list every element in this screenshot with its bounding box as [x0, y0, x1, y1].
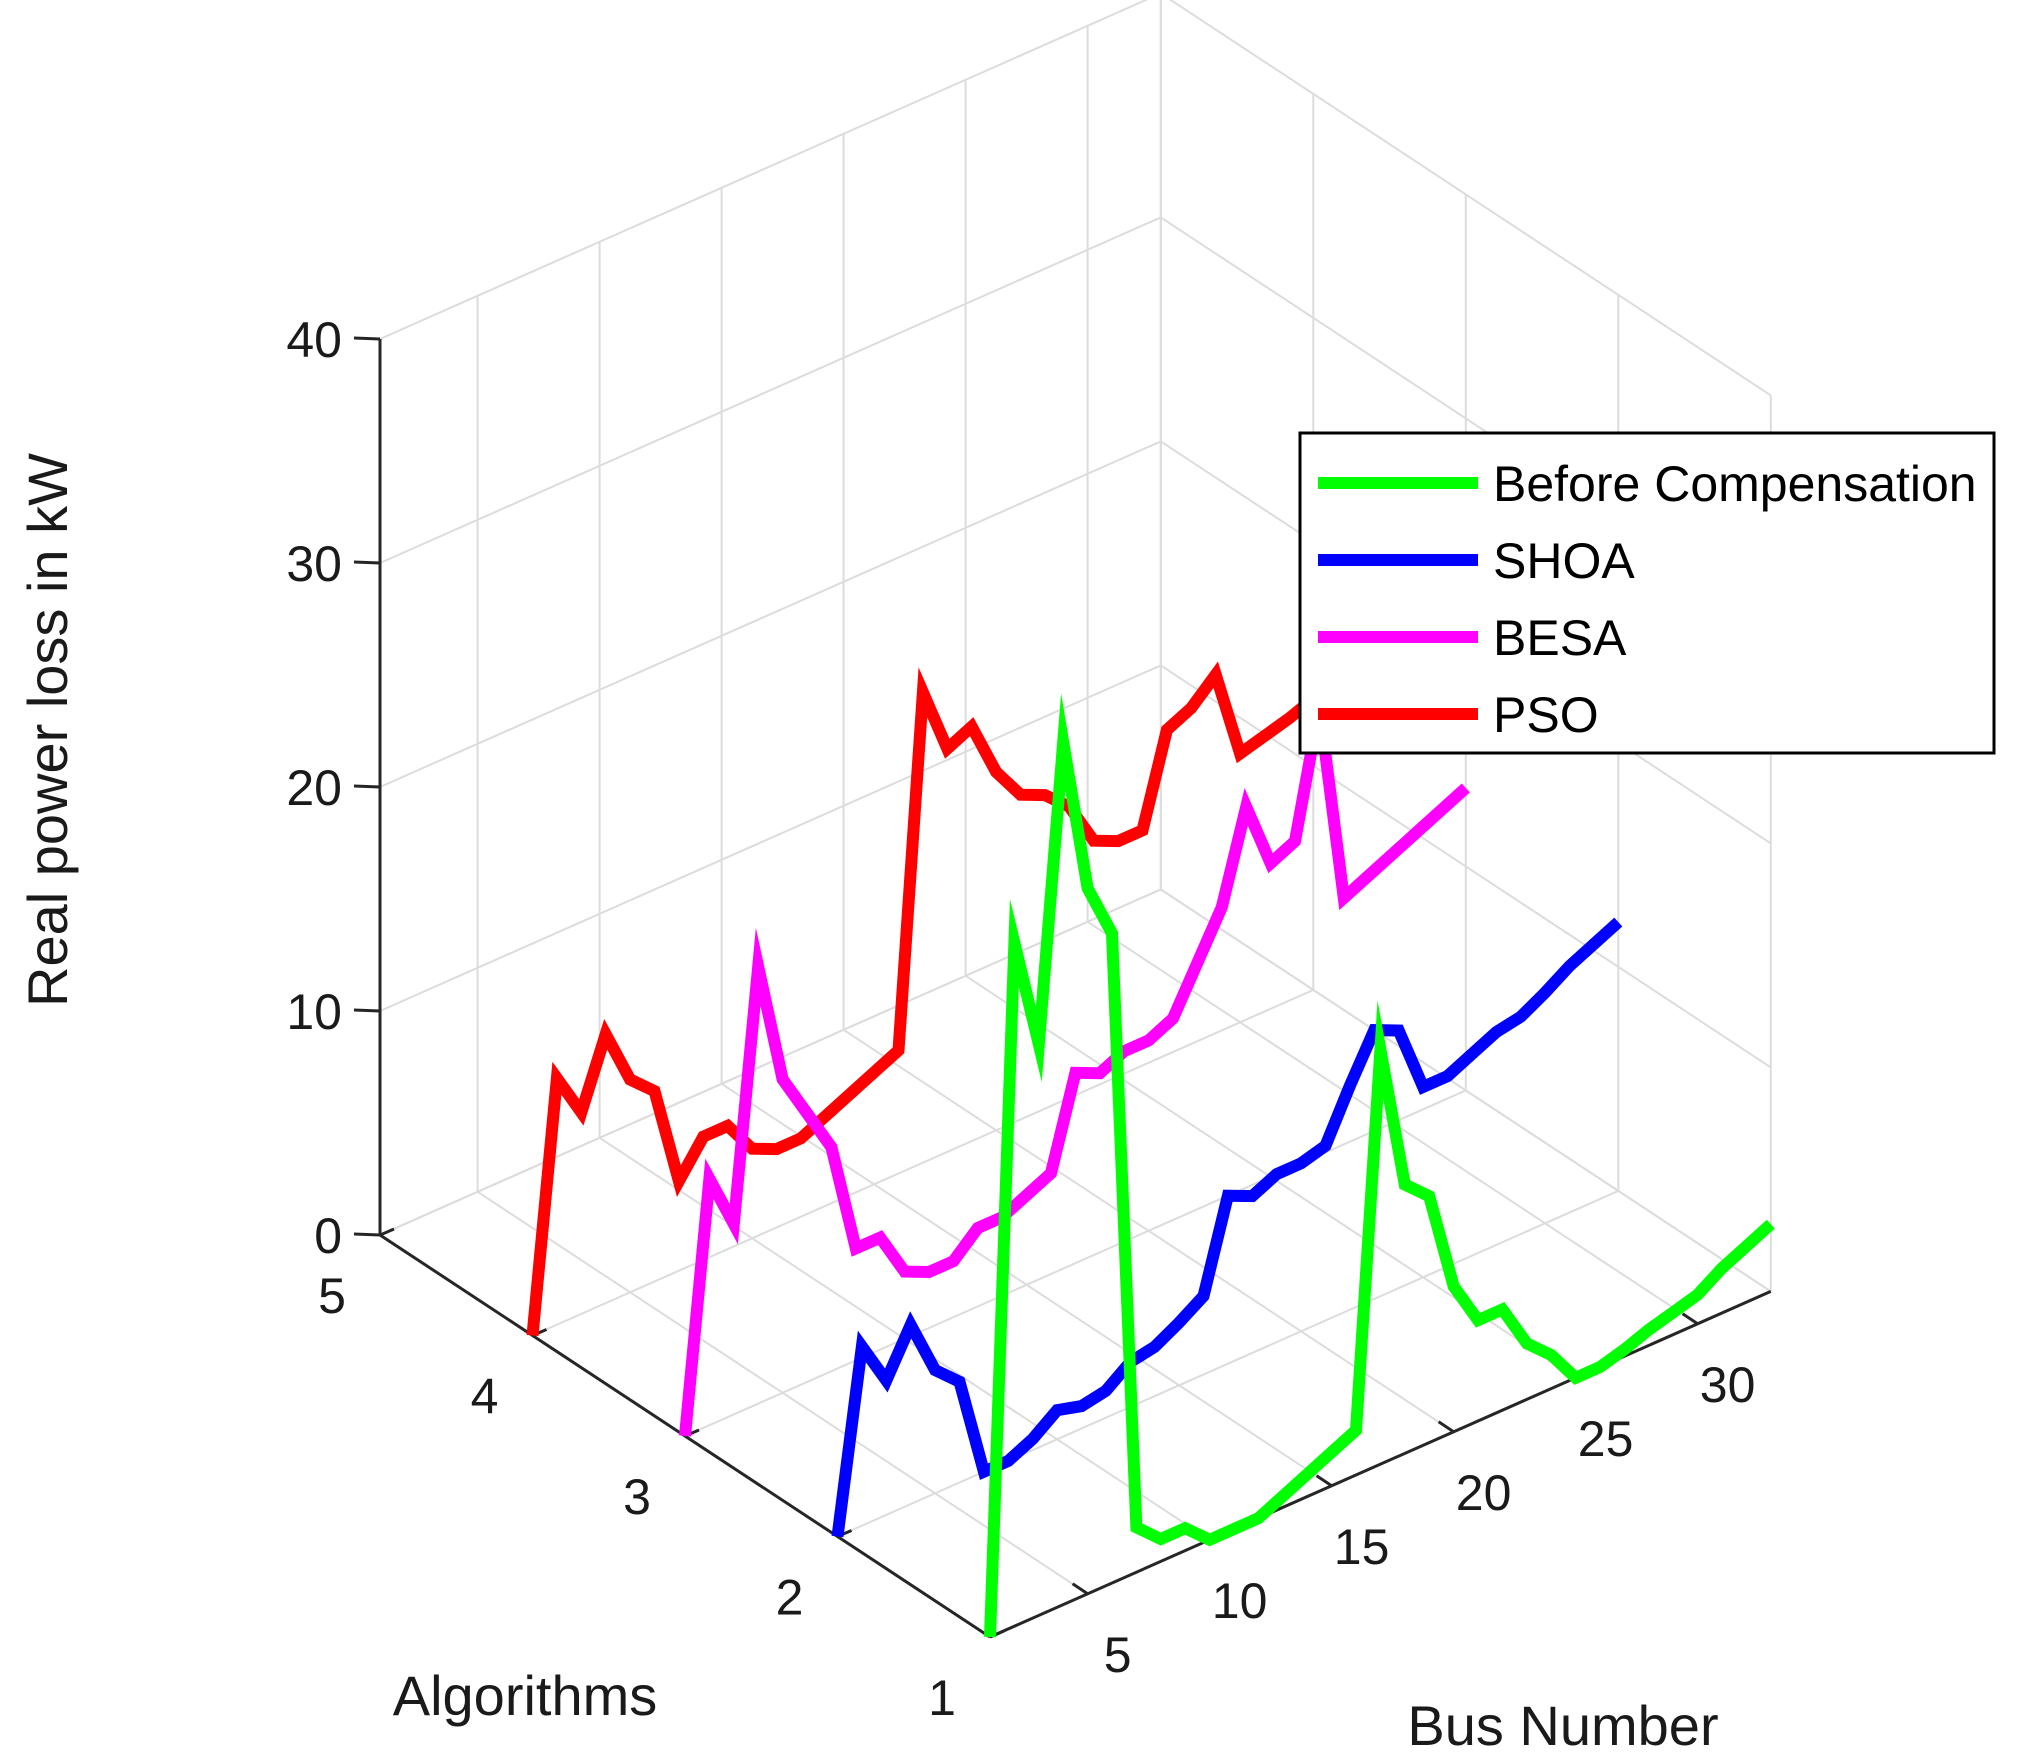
- z-axis-label: Real power loss in kW: [16, 453, 79, 1007]
- y-tick-label: 5: [318, 1268, 346, 1324]
- grid-line-back-wall: [379, 664, 1162, 1012]
- legend-label: BESA: [1493, 610, 1627, 666]
- x-tick-label: 20: [1456, 1465, 1512, 1521]
- z-tick-mark: [353, 1232, 381, 1237]
- x-tick-mark: [1437, 1420, 1455, 1434]
- grid-line-back-wall: [379, 0, 1149, 340]
- series-line-besa: [679, 668, 1470, 1437]
- x-tick-mark: [1681, 1312, 1699, 1326]
- z-tick-label: 40: [286, 312, 342, 368]
- z-tick-label: 10: [286, 984, 342, 1040]
- x-tick-mark: [1315, 1474, 1333, 1488]
- legend-label: PSO: [1493, 687, 1599, 743]
- grid-line-floor: [837, 1189, 1619, 1538]
- legend: Before Compensation SHOA BESA PSO: [1298, 431, 1996, 755]
- x-axis-label: Bus Number: [1407, 1694, 1718, 1754]
- legend-entries: Before Compensation SHOA BESA PSO: [1318, 456, 1977, 743]
- z-tick-label: 0: [314, 1208, 342, 1264]
- grid-line-back-wall: [379, 888, 1162, 1236]
- z-tick-mark: [353, 560, 381, 565]
- y-tick-mark: [379, 1227, 395, 1237]
- legend-label: SHOA: [1493, 533, 1635, 589]
- tick-labels: 0 10 20 30 40 1 2 3 4 5 5 10 15 20 25 30: [286, 312, 1755, 1726]
- x-tick-label: 25: [1578, 1411, 1634, 1467]
- y-axis-label: Algorithms: [393, 1664, 658, 1727]
- z-tick-label: 20: [286, 760, 342, 816]
- grid-line-side-wall: [1168, 0, 1772, 397]
- y-tick-label: 3: [623, 1469, 651, 1525]
- x-tick-label: 5: [1104, 1627, 1132, 1683]
- x-tick-label: 30: [1700, 1357, 1756, 1413]
- y-tick-label: 1: [928, 1670, 956, 1726]
- series-line-before-compensation: [984, 693, 1775, 1638]
- grid-line-back-wall: [379, 440, 1162, 788]
- series-line-shoa: [831, 917, 1623, 1538]
- grid-line-floor: [532, 988, 1314, 1337]
- z-tick-mark: [353, 1008, 381, 1013]
- z-tick-label: 30: [286, 536, 342, 592]
- x-tick-mark: [1071, 1582, 1089, 1596]
- x-axis-line: [989, 1290, 1772, 1639]
- y-tick-label: 4: [471, 1369, 499, 1425]
- z-tick-mark: [353, 784, 381, 789]
- y-tick-label: 2: [776, 1570, 804, 1626]
- z-tick-mark: [353, 336, 381, 341]
- x-tick-label: 15: [1334, 1519, 1390, 1575]
- x-tick-label: 10: [1212, 1573, 1268, 1629]
- series-lines: [526, 661, 1775, 1638]
- legend-label: Before Compensation: [1493, 456, 1977, 512]
- grid-line-back-wall: [379, 216, 1162, 564]
- series-line-pso: [526, 661, 1318, 1337]
- grid-line-side-wall: [1160, 888, 1772, 1293]
- grid-line-floor: [684, 1089, 1467, 1437]
